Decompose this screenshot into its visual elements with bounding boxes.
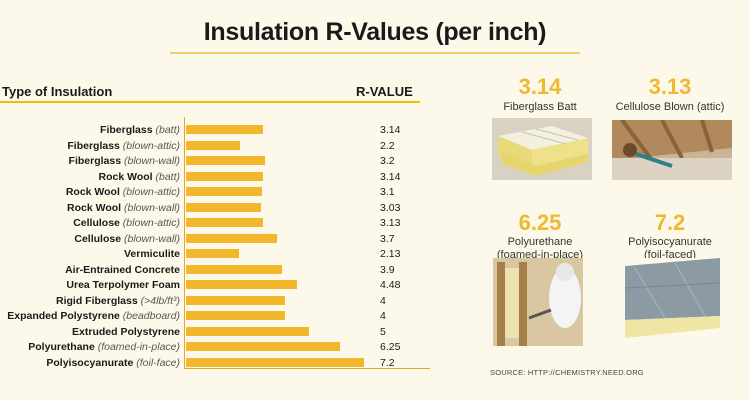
category-label: Vermiculite [0,248,180,260]
value-label: 4 [380,310,386,322]
bar [186,156,265,165]
category-label: Rock Wool (blown-attic) [0,186,180,198]
category-name: Cellulose [74,232,122,245]
fiberglass-batt-photo [492,118,592,180]
category-label: Fiberglass (batt) [0,124,180,136]
value-label: 3.14 [380,124,401,136]
featured-label-cellulose: Cellulose Blown (attic) [615,101,725,113]
category-label: Expanded Polystyrene (beadboard) [0,310,180,322]
category-label: Rock Wool (blown-wall) [0,202,180,214]
bar [186,357,364,367]
value-label: 4 [380,294,386,307]
value-label: 3.9 [380,263,395,276]
chart-bottom-line [184,368,430,369]
category-qualifier: (blown-wall) [121,155,180,167]
featured-value-cellulose: 3.13 [648,74,692,99]
category-label: Rigid Fiberglass (>4lb/ft³) [0,295,180,307]
category-label: Fiberglass (blown-wall) [0,155,180,167]
category-label: Polyurethane (foamed-in-place) [0,341,180,353]
category-label: Air-Entrained Concrete [0,264,180,276]
bar [186,264,283,274]
cellulose-attic-photo [612,120,732,180]
category-qualifier: (batt) [152,124,180,136]
category-qualifier: (batt) [152,170,180,183]
value-label: 3.03 [380,201,401,214]
featured-label-fiberglass-batt: Fiberglass Batt [503,101,577,113]
bar [186,280,297,289]
category-name: Air-Entrained Concrete [65,263,180,276]
featured-value-polyurethane: 6.25 [518,210,562,235]
value-label: 6.25 [380,341,401,353]
value-label: 2.13 [380,248,401,260]
value-label: 7.2 [380,356,395,369]
value-label: 4.48 [380,279,401,291]
category-qualifier: (blown-attic) [119,139,180,152]
category-name: Rigid Fiberglass [56,294,138,307]
bar [186,140,241,150]
category-name: Fiberglass [100,124,153,136]
category-name: Expanded Polystyrene [7,310,120,322]
category-qualifier: (>4lb/ft³) [137,294,180,307]
category-qualifier: (foamed-in-place) [94,341,180,353]
category-name: Rock Wool [98,170,153,183]
bar [186,218,264,227]
chart-axis-line [184,117,185,369]
bar [186,311,285,320]
category-label: Cellulose (blown-attic) [0,217,180,229]
featured-label-polyisocyanurate: Polyisocyanurate [628,236,712,248]
bar [186,326,310,336]
category-label: Rock Wool (batt) [0,170,181,183]
category-name: Vermiculite [123,248,180,260]
title-underline [170,52,580,54]
category-name: Urea Terpolymer Foam [66,279,180,291]
value-label: 3.1 [380,186,395,198]
polyisocyanurate-board-photo [625,258,720,338]
category-label: Cellulose (blown-wall) [0,233,180,245]
category-qualifier: (blown-wall) [121,201,180,214]
featured-value-polyisocyanurate: 7.2 [654,210,686,235]
polyurethane-spray-photo [493,258,583,346]
value-label: 3.7 [380,232,395,245]
bar [186,295,285,305]
source-note: SOURCE: HTTP://CHEMISTRY.NEED.ORG [490,368,644,377]
bar [186,249,239,258]
category-qualifier: (blown-attic) [119,186,180,198]
value-label: 3.13 [380,217,401,229]
category-name: Fiberglass [68,155,122,167]
category-name: Rock Wool [65,186,120,198]
bar [186,125,264,134]
bar [186,171,264,181]
column-header-rvalue: R-VALUE [356,84,413,99]
category-label: Fiberglass (blown-attic) [0,140,180,152]
value-label: 2.2 [380,139,395,152]
category-qualifier: (foil-face) [133,356,180,369]
featured-value-fiberglass-batt: 3.14 [518,74,562,99]
value-label: 3.14 [380,170,401,183]
value-label: 3.2 [380,155,395,167]
header-divider [0,101,420,103]
category-name: Fiberglass [67,139,120,152]
category-label: Extruded Polystyrene [0,326,180,338]
featured-label-polyurethane: Polyurethane [507,236,573,248]
page-title: Insulation R-Values (per inch) [203,18,547,46]
column-header-type: Type of Insulation [2,84,113,99]
bar [186,233,278,243]
category-label: Polyisocyanurate (foil-face) [0,357,180,369]
category-name: Cellulose [73,217,120,229]
value-label: 5 [380,325,386,338]
category-label: Urea Terpolymer Foam [0,279,180,291]
category-name: Polyurethane [28,341,95,353]
category-name: Polyisocyanurate [46,356,134,369]
category-name: Extruded Polystyrene [72,325,180,338]
category-qualifier: (blown-wall) [121,232,180,245]
category-qualifier: (beadboard) [119,310,180,322]
category-name: Rock Wool [67,201,122,214]
bar [186,187,263,196]
bar [186,342,341,351]
category-qualifier: (blown-attic) [119,217,180,229]
bar [186,202,261,212]
